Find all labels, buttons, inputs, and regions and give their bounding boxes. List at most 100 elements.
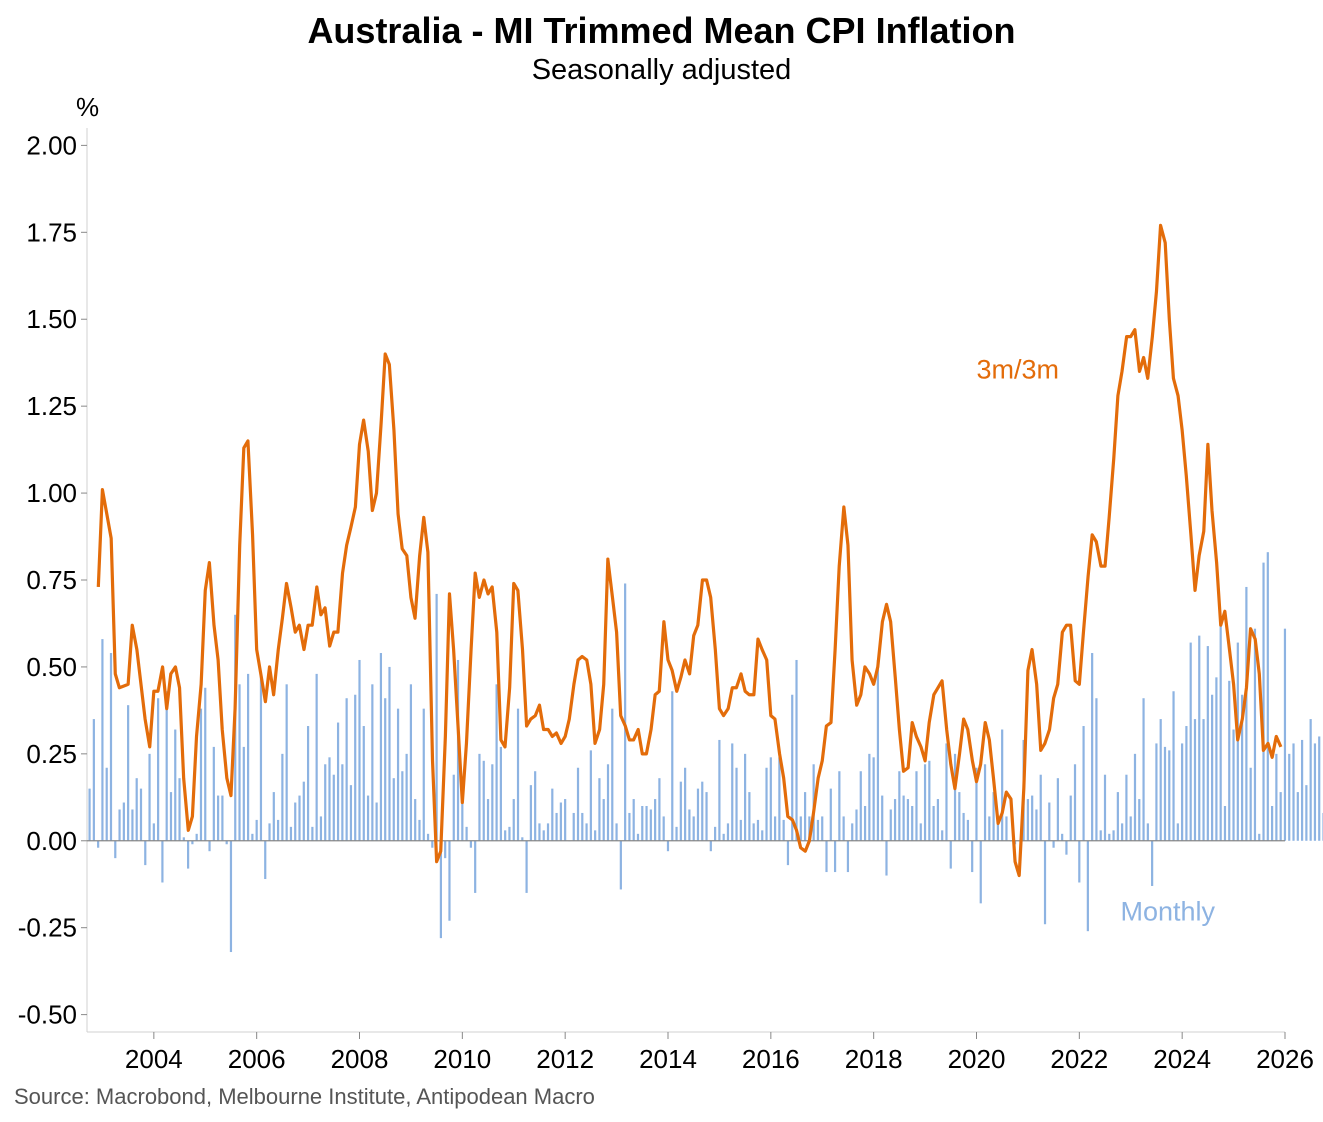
monthly-bar [611, 708, 614, 841]
monthly-bar [1262, 562, 1265, 841]
monthly-bar [1116, 792, 1119, 841]
monthly-bar [217, 795, 220, 841]
monthly-bar [396, 708, 400, 841]
monthly-bar [1172, 691, 1175, 841]
x-tick-label: 2022 [1050, 1044, 1108, 1074]
monthly-bar [705, 792, 708, 841]
monthly-bar [1026, 799, 1029, 841]
monthly-bar [251, 833, 254, 841]
monthly-bar [144, 840, 147, 866]
monthly-bar [1253, 628, 1257, 841]
monthly-bar [388, 666, 391, 841]
monthly-bar [358, 659, 361, 841]
monthly-bar [259, 673, 263, 841]
x-tick-label: 2008 [331, 1044, 389, 1074]
monthly-bar [1159, 719, 1162, 841]
y-tick-label: -0.50 [18, 1000, 77, 1030]
monthly-bar [735, 767, 738, 841]
monthly-bar [598, 778, 601, 841]
monthly-bar [1103, 774, 1107, 841]
monthly-bar [919, 823, 922, 841]
monthly-bar [821, 816, 824, 841]
monthly-bar [863, 806, 867, 841]
monthly-bar [255, 819, 258, 841]
monthly-bar [1065, 840, 1068, 855]
monthly-bar [898, 771, 901, 841]
monthly-bar [435, 593, 438, 841]
monthly-bar [786, 840, 790, 866]
monthly-bar [829, 788, 832, 841]
monthly-bar [941, 830, 944, 841]
monthly-bar [328, 757, 331, 841]
monthly-bar [384, 698, 387, 841]
monthly-bar [765, 767, 768, 841]
monthly-bar [808, 816, 811, 841]
monthly-bar [966, 819, 969, 841]
monthly-bar [1163, 746, 1167, 841]
monthly-bar [782, 819, 785, 841]
monthly-bar [127, 705, 130, 841]
monthly-bar [559, 802, 562, 841]
monthly-bar [114, 840, 117, 859]
monthly-bar [529, 785, 532, 841]
x-tick-label: 2026 [1256, 1044, 1314, 1074]
monthly-bar [589, 750, 592, 841]
monthly-bar [1185, 726, 1188, 841]
monthly-bar [1249, 767, 1252, 841]
monthly-bar [1082, 726, 1085, 841]
monthly-bar [803, 792, 807, 841]
monthly-bar [636, 833, 640, 841]
monthly-bar [876, 659, 880, 841]
monthly-bar [889, 809, 892, 841]
annotation-3m3m: 3m/3m [977, 354, 1060, 384]
monthly-bar [157, 698, 160, 841]
monthly-bar [392, 778, 395, 841]
monthly-bar [422, 708, 425, 841]
monthly-bar [521, 837, 524, 841]
monthly-bar [975, 767, 978, 841]
monthly-bar [1133, 753, 1137, 841]
monthly-bar [332, 774, 335, 841]
monthly-bar [581, 812, 584, 841]
monthly-bar [1198, 635, 1201, 841]
monthly-bar [851, 823, 854, 841]
monthly-bar [161, 840, 164, 883]
y-tick-label: 1.75 [26, 217, 77, 247]
monthly-bar [1176, 823, 1179, 841]
series-line-3m3m [96, 223, 1283, 878]
monthly-bar [1266, 552, 1269, 841]
monthly-bar [679, 781, 682, 841]
monthly-bar [169, 792, 173, 841]
monthly-bar [731, 743, 734, 841]
monthly-bar [191, 840, 194, 845]
monthly-bar [212, 746, 215, 841]
monthly-bar [1223, 806, 1227, 841]
monthly-bar [1202, 719, 1205, 841]
monthly-bar [709, 840, 712, 852]
monthly-bar [1155, 743, 1158, 841]
monthly-bar [366, 795, 370, 841]
monthly-bar [739, 819, 742, 841]
monthly-bar [306, 726, 310, 841]
monthly-bar [915, 771, 918, 841]
monthly-bar [1292, 743, 1295, 841]
monthly-bar [1168, 750, 1171, 841]
monthly-bar [988, 816, 991, 841]
monthly-bar [1288, 753, 1291, 841]
monthly-bar [1318, 736, 1321, 841]
y-tick-label: 2.00 [26, 130, 77, 160]
monthly-bar [362, 726, 365, 841]
monthly-bar [1048, 802, 1051, 841]
monthly-bar [242, 746, 245, 841]
x-tick-label: 2024 [1153, 1044, 1211, 1074]
monthly-bar [842, 816, 845, 841]
monthly-bar [654, 799, 657, 841]
monthly-bar [936, 799, 940, 841]
monthly-bar [469, 840, 472, 848]
monthly-bar [555, 812, 558, 841]
monthly-bar [1275, 753, 1278, 841]
monthly-bar [1181, 743, 1184, 841]
monthly-bar [551, 788, 554, 841]
monthly-bar [1005, 816, 1008, 841]
y-tick-label: 0.75 [26, 565, 77, 595]
